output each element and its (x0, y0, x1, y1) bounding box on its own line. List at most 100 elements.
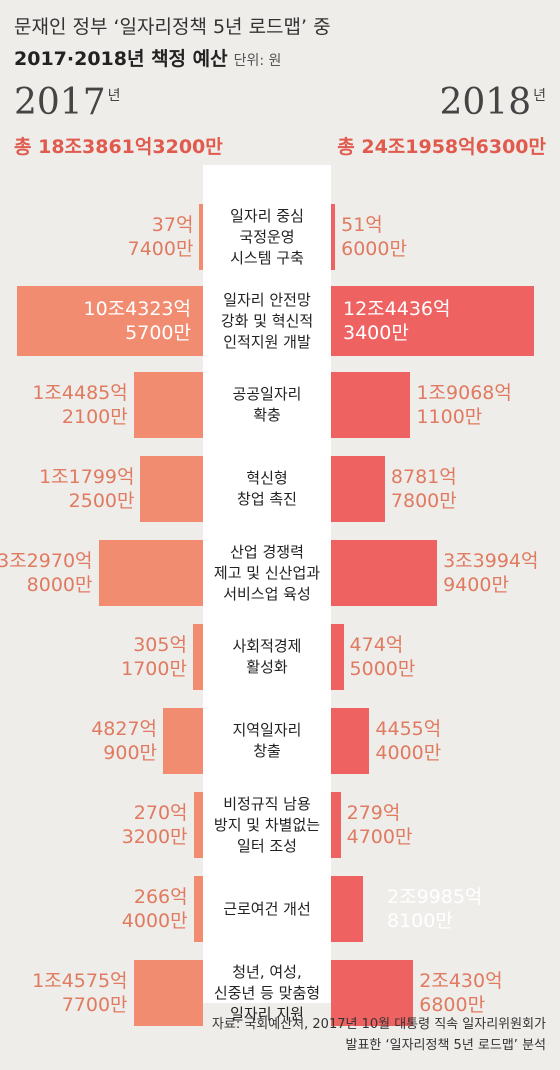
value-label-2017: 37억 7400만 (128, 213, 194, 261)
category-label-line: 강화 및 혁신적 (220, 311, 314, 330)
category-label-line: 일자리 안전망 (223, 290, 311, 309)
value-label-2017-line: 8000만 (26, 574, 93, 596)
value-label-2017: 3조2970억 8000만 (0, 549, 93, 597)
value-label-2017-line: 305억 (133, 634, 187, 656)
value-label-2017: 270억 3200만 (122, 801, 188, 849)
value-label-2018: 4455억 4000만 (375, 717, 441, 765)
category-label-line: 서비스업 육성 (223, 584, 311, 603)
value-label-2018-line: 12조4436억 (343, 298, 451, 320)
bar-2017 (133, 960, 203, 1026)
category-label-line: 국정운영 (239, 227, 295, 246)
category-label-line: 혁신형 (246, 469, 288, 487)
category-label-line: 시스템 구축 (230, 248, 304, 267)
total-2017: 총 18조3861억3200만 (14, 136, 223, 158)
value-label-2017: 1조4575억 7700만 (32, 969, 127, 1017)
bar-2018 (331, 372, 411, 438)
year-2018: 2018 년 (439, 82, 546, 123)
category-label: 사회적경제 활성화 (203, 636, 331, 678)
value-label-2018-line: 6000만 (341, 238, 407, 260)
value-label-2017-line: 7400만 (127, 238, 194, 260)
value-label-2017-line: 5700만 (125, 322, 191, 344)
value-label-2018-line: 1100만 (416, 406, 483, 428)
year-2017-number: 2017 (14, 82, 106, 123)
bar-2018 (331, 204, 336, 270)
chart-title-line2: 2017·2018년 책정 예산 단위: 원 (14, 44, 281, 71)
value-label-2018-line: 8100만 (387, 910, 453, 932)
year-2017-suffix: 년 (107, 88, 121, 104)
category-label: 산업 경쟁력 제고 및 신산업과 서비스업 육성 (203, 542, 331, 605)
bar-2017 (163, 708, 203, 774)
bar-2017 (133, 372, 203, 438)
value-label-2018-line: 6800만 (419, 994, 486, 1016)
value-label-2017: 10조4323억 5700만 (84, 297, 192, 345)
value-label-2018-line: 474억 (349, 634, 404, 656)
value-label-2018-line: 4455억 (375, 718, 442, 740)
bar-2017 (193, 792, 203, 858)
category-label: 비정규직 남용 방지 및 차별없는 일터 조성 (203, 794, 331, 857)
value-label-2018-line: 8781억 (390, 466, 457, 488)
source-line2: 발표한 ‘일자리정책 5년 로드맵’ 분석 (345, 1038, 546, 1053)
value-label-2018-line: 5000만 (349, 658, 416, 680)
chart-title-line1: 문재인 정부 ‘일자리정책 5년 로드맵’ 중 (14, 16, 331, 38)
value-label-2018: 2조9985억 8100만 (387, 885, 482, 933)
category-label-line: 일자리 지원 (230, 1004, 304, 1023)
bar-2018 (331, 540, 438, 606)
value-label-2018-line: 1조9068억 (416, 382, 512, 404)
unit-label: 단위: 원 (233, 53, 282, 69)
source-note: 자료: 국회예산처, 2017년 10월 대통령 직속 일자리위원회가 발표한 … (212, 1014, 546, 1056)
value-label-2017: 1조1799억 2500만 (39, 465, 134, 513)
value-label-2018-line: 279억 (346, 802, 401, 824)
total-2018: 총 24조1958억6300만 (337, 136, 546, 158)
value-label-2018-line: 3400만 (343, 322, 409, 344)
year-2017: 2017 년 (14, 82, 121, 123)
year-2018-number: 2018 (439, 82, 532, 123)
value-label-2018-line: 2조430억 (419, 970, 503, 992)
value-label-2018-line: 3조3994억 (443, 550, 539, 572)
bar-2018 (331, 960, 414, 1026)
category-label-line: 제고 및 신산업과 (213, 563, 321, 582)
value-label-2017: 305억 1700만 (121, 633, 187, 681)
value-label-2018: 279억 4700만 (347, 801, 413, 849)
value-label-2018: 8781억 7800만 (391, 465, 457, 513)
value-label-2018: 1조9068억 1100만 (416, 381, 511, 429)
category-spine (203, 165, 331, 1003)
value-label-2018-line: 9400만 (443, 574, 509, 596)
bar-2018 (331, 876, 363, 942)
category-label-line: 창출 (253, 742, 281, 760)
value-label-2017: 1조4485억 2100만 (32, 381, 127, 429)
value-label-2018: 474억 5000만 (350, 633, 416, 681)
category-label-line: 인적지원 개발 (223, 332, 311, 351)
value-label-2017-line: 1700만 (121, 658, 187, 680)
category-label-line: 청년, 여성, (232, 962, 302, 981)
category-label-line: 일자리 중심 (230, 206, 304, 225)
source-line1: 자료: 국회예산처, 2017년 10월 대통령 직속 일자리위원회가 (211, 1017, 546, 1032)
value-label-2017-line: 2100만 (61, 406, 128, 428)
value-label-2017-line: 37억 (151, 214, 194, 236)
chart-subtitle: 2017·2018년 책정 예산 (14, 48, 228, 70)
bar-2018 (331, 792, 341, 858)
bar-2018 (331, 708, 370, 774)
category-label-line: 창업 촉진 (237, 490, 297, 508)
value-label-2018: 51억 6000만 (341, 213, 407, 261)
category-label: 근로여건 개선 (203, 899, 331, 920)
bar-2017 (199, 204, 203, 270)
value-label-2017-line: 10조4323억 (83, 298, 192, 320)
value-label-2017-line: 3200만 (121, 826, 188, 848)
bar-2017 (17, 286, 203, 356)
value-label-2017-line: 1조4485억 (32, 382, 128, 404)
value-label-2017: 266억 4000만 (122, 885, 188, 933)
value-label-2018: 12조4436억 3400만 (343, 297, 451, 345)
value-label-2017-line: 7700만 (61, 994, 128, 1016)
value-label-2017-line: 266억 (133, 886, 188, 908)
category-label-line: 비정규직 남용 (223, 794, 311, 813)
value-label-2018-line: 4700만 (346, 826, 413, 848)
category-label-line: 신중년 등 맞춤형 (213, 983, 321, 1002)
bar-2018 (331, 624, 344, 690)
category-label-line: 지역일자리 (232, 721, 302, 739)
value-label-2017-line: 1조4575억 (32, 970, 128, 992)
value-label-2017-line: 2500만 (68, 490, 135, 512)
value-label-2018-line: 2조9985억 (387, 886, 483, 908)
